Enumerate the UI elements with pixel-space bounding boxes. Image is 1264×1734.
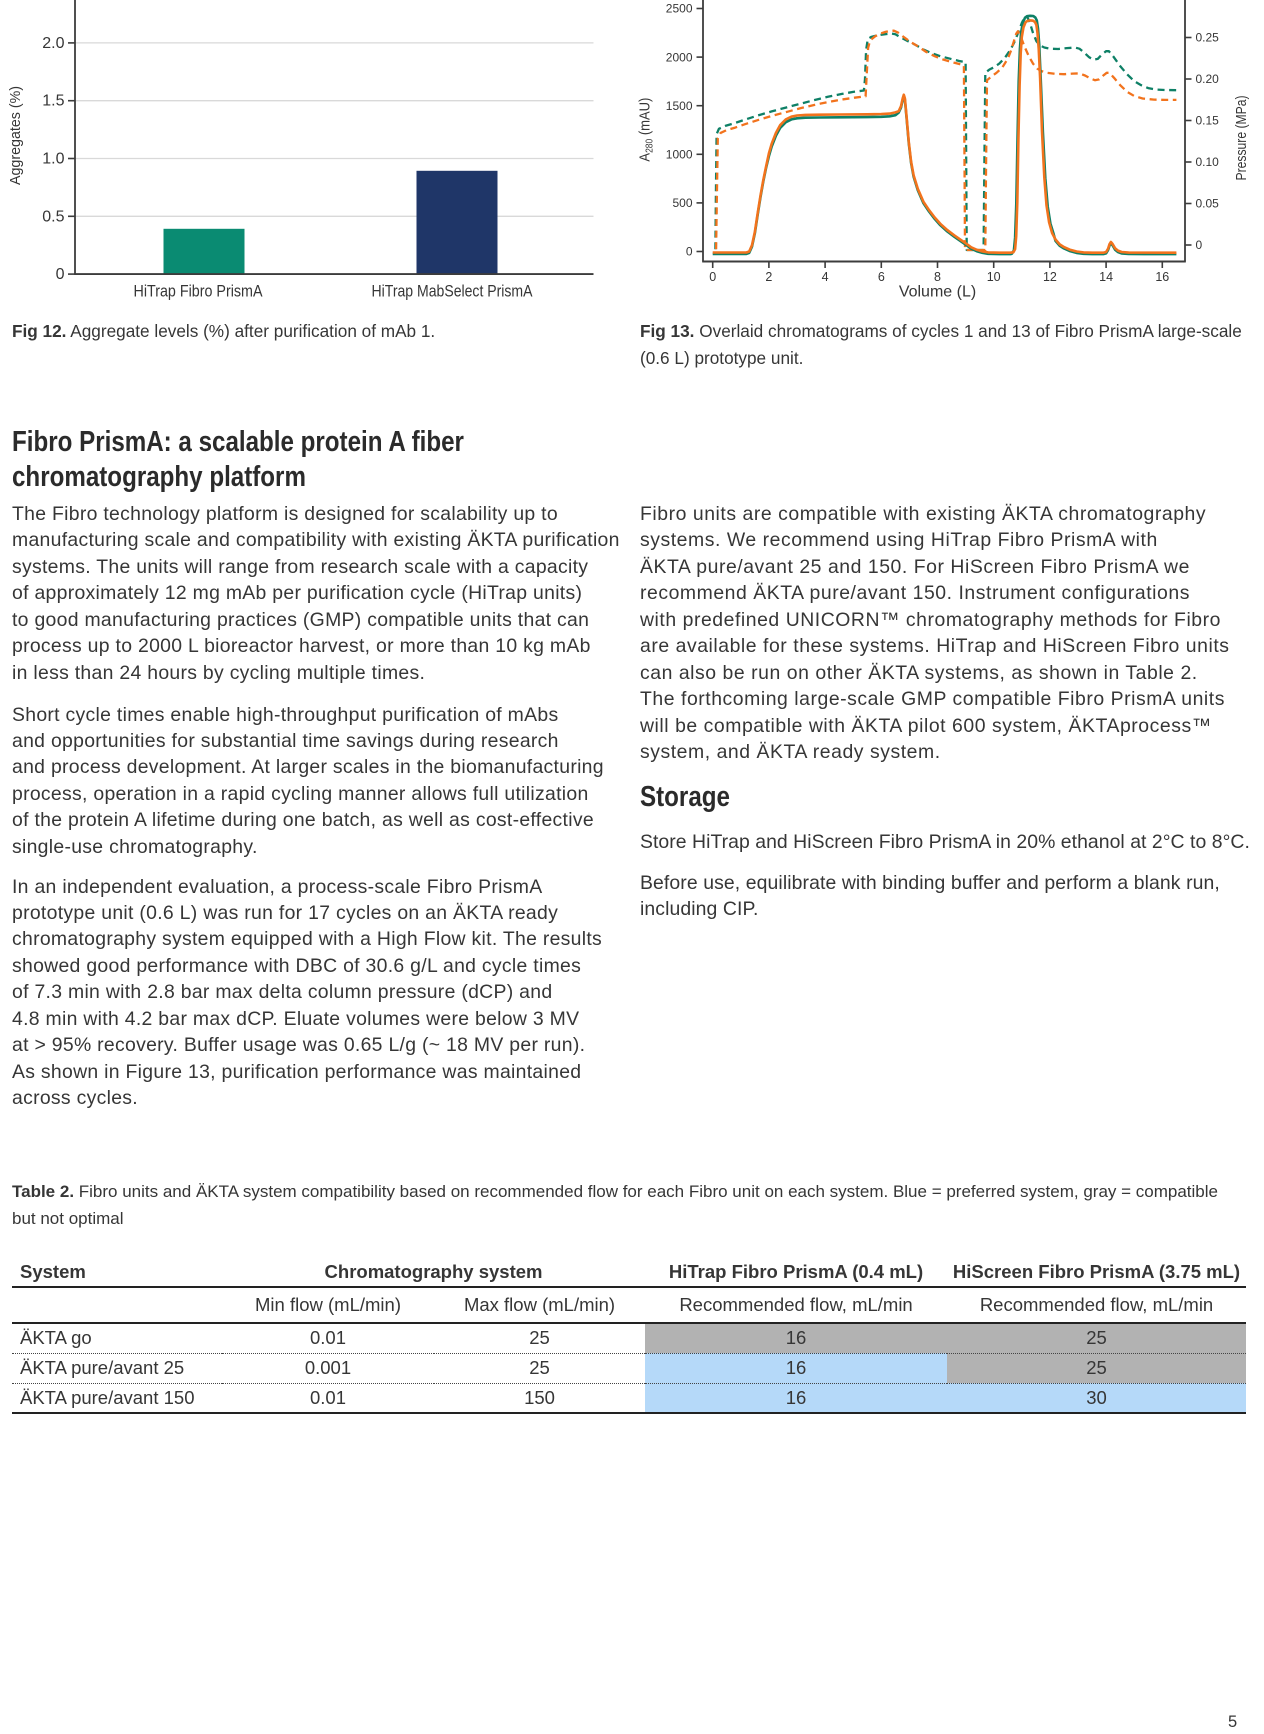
svg-text:2000: 2000 xyxy=(666,50,693,64)
svg-text:1.0: 1.0 xyxy=(42,151,64,168)
svg-text:Aggregates (%): Aggregates (%) xyxy=(7,86,24,185)
svg-text:8: 8 xyxy=(934,270,941,284)
svg-text:HiTrap MabSelect PrismA: HiTrap MabSelect PrismA xyxy=(372,283,533,301)
svg-text:14: 14 xyxy=(1099,270,1113,284)
svg-text:2: 2 xyxy=(765,270,772,284)
svg-text:0: 0 xyxy=(709,270,716,284)
svg-text:0: 0 xyxy=(1196,238,1203,252)
svg-text:0: 0 xyxy=(56,266,65,283)
svg-text:0.20: 0.20 xyxy=(1196,72,1220,86)
svg-text:0.15: 0.15 xyxy=(1196,114,1220,128)
svg-text:500: 500 xyxy=(672,196,692,210)
svg-text:0.10: 0.10 xyxy=(1196,155,1220,169)
svg-text:6: 6 xyxy=(878,270,885,284)
svg-text:Volume (L): Volume (L) xyxy=(899,284,976,301)
svg-text:2.0: 2.0 xyxy=(42,35,64,52)
svg-text:1.5: 1.5 xyxy=(42,93,64,110)
svg-text:10: 10 xyxy=(987,270,1001,284)
svg-text:Pressure (MPa): Pressure (MPa) xyxy=(1234,96,1250,181)
svg-text:HiTrap Fibro PrismA: HiTrap Fibro PrismA xyxy=(134,283,263,301)
svg-text:12: 12 xyxy=(1043,270,1057,284)
svg-text:0: 0 xyxy=(686,245,693,259)
svg-text:1500: 1500 xyxy=(666,99,693,113)
svg-text:0.5: 0.5 xyxy=(42,208,64,225)
svg-text:0.05: 0.05 xyxy=(1196,197,1220,211)
svg-text:0.25: 0.25 xyxy=(1196,31,1220,45)
svg-text:16: 16 xyxy=(1155,270,1169,284)
svg-text:2500: 2500 xyxy=(666,2,693,16)
svg-text:A280 (mAU): A280 (mAU) xyxy=(637,98,656,162)
svg-text:1000: 1000 xyxy=(666,148,693,162)
svg-text:4: 4 xyxy=(822,270,829,284)
